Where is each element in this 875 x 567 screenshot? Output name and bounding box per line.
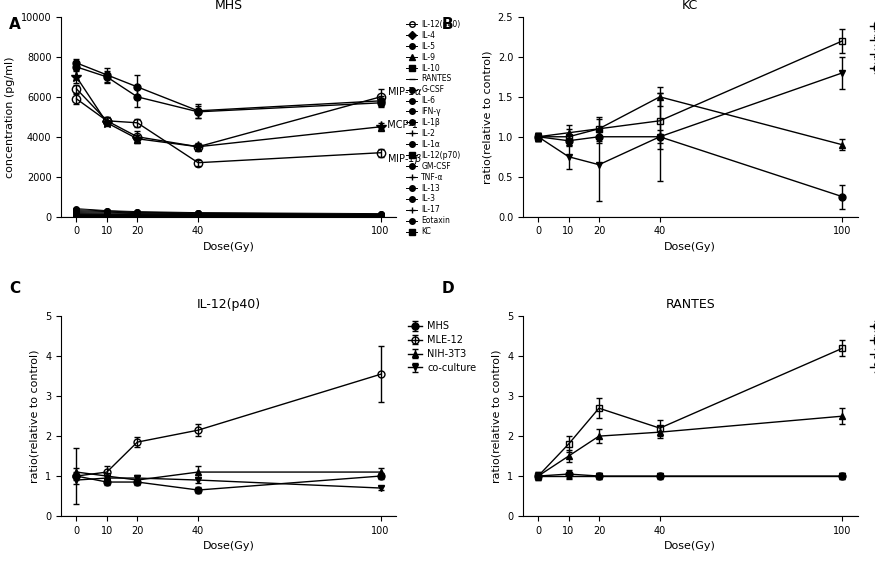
Y-axis label: ratio(relative to control): ratio(relative to control) — [492, 349, 501, 483]
Title: RANTES: RANTES — [665, 298, 715, 311]
Text: C: C — [9, 281, 20, 295]
Text: MIP-1$\beta$: MIP-1$\beta$ — [381, 152, 422, 166]
Y-axis label: concentration (pg/ml): concentration (pg/ml) — [5, 56, 16, 177]
Legend: MHS, MLE-12, NIH-3T3, co-culture: MHS, MLE-12, NIH-3T3, co-culture — [865, 318, 875, 376]
Text: A: A — [9, 17, 20, 32]
Text: D: D — [442, 281, 454, 295]
Text: B: B — [442, 17, 453, 32]
X-axis label: Dose(Gy): Dose(Gy) — [203, 541, 255, 551]
Y-axis label: ratio(relative to control): ratio(relative to control) — [482, 50, 492, 184]
Title: KC: KC — [682, 0, 698, 12]
Legend: MHS, MLE-12, NIH-3T3, co-culture: MHS, MLE-12, NIH-3T3, co-culture — [404, 318, 480, 376]
Y-axis label: ratio(relative to control): ratio(relative to control) — [30, 349, 39, 483]
X-axis label: Dose(Gy): Dose(Gy) — [203, 242, 255, 252]
Text: MCP-1: MCP-1 — [381, 120, 417, 130]
Legend: IL-12(p40), IL-4, IL-5, IL-9, IL-10, RANTES, G-CSF, IL-6, IFN-γ, IL-1β, IL-2, IL: IL-12(p40), IL-4, IL-5, IL-9, IL-10, RAN… — [403, 17, 464, 239]
Title: MHS: MHS — [214, 0, 242, 12]
X-axis label: Dose(Gy): Dose(Gy) — [664, 541, 716, 551]
X-axis label: Dose(Gy): Dose(Gy) — [664, 242, 716, 252]
Legend: MLE-12, co-culture, NIH-3T3, MHS: MLE-12, co-culture, NIH-3T3, MHS — [865, 18, 875, 77]
Text: MIP-1$\alpha$: MIP-1$\alpha$ — [381, 85, 422, 97]
Title: IL-12(p40): IL-12(p40) — [197, 298, 261, 311]
